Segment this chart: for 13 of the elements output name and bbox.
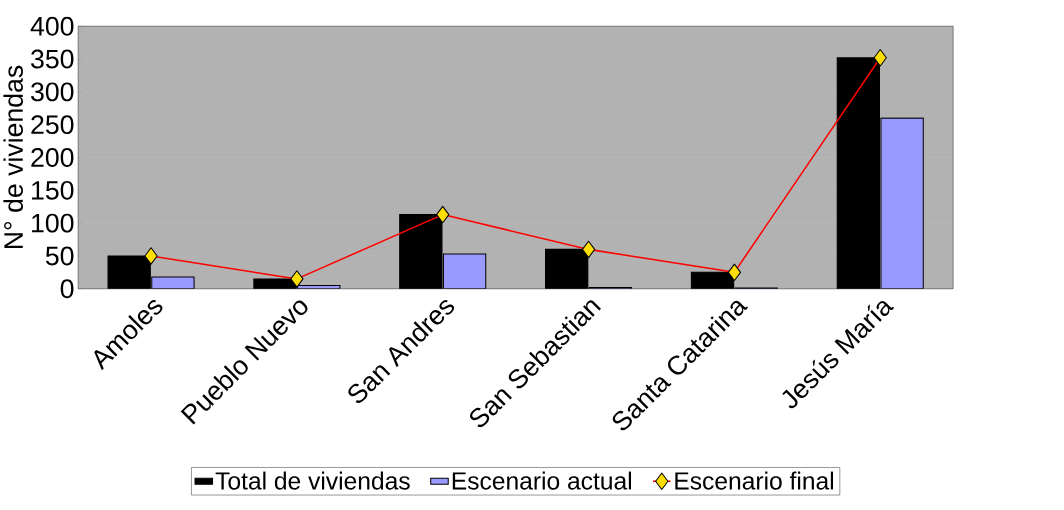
y-tick-label: 400 xyxy=(30,16,74,36)
y-tick-label: 200 xyxy=(31,147,74,167)
legend-label: Total de viviendas xyxy=(215,471,410,490)
y-axis-title: N° de viviendas xyxy=(3,65,23,248)
y-tick-label: 100 xyxy=(32,213,74,233)
y-tick-label: 150 xyxy=(32,180,74,200)
y-tick-label: 50 xyxy=(45,246,74,266)
legend-label: Escenario actual xyxy=(452,471,632,490)
legend-label: Escenario final xyxy=(675,471,834,490)
y-tick-label: 250 xyxy=(31,115,74,134)
y-tick-label: 0 xyxy=(60,279,74,298)
y-tick-label: 350 xyxy=(31,49,74,69)
y-tick-label: 300 xyxy=(31,82,74,102)
